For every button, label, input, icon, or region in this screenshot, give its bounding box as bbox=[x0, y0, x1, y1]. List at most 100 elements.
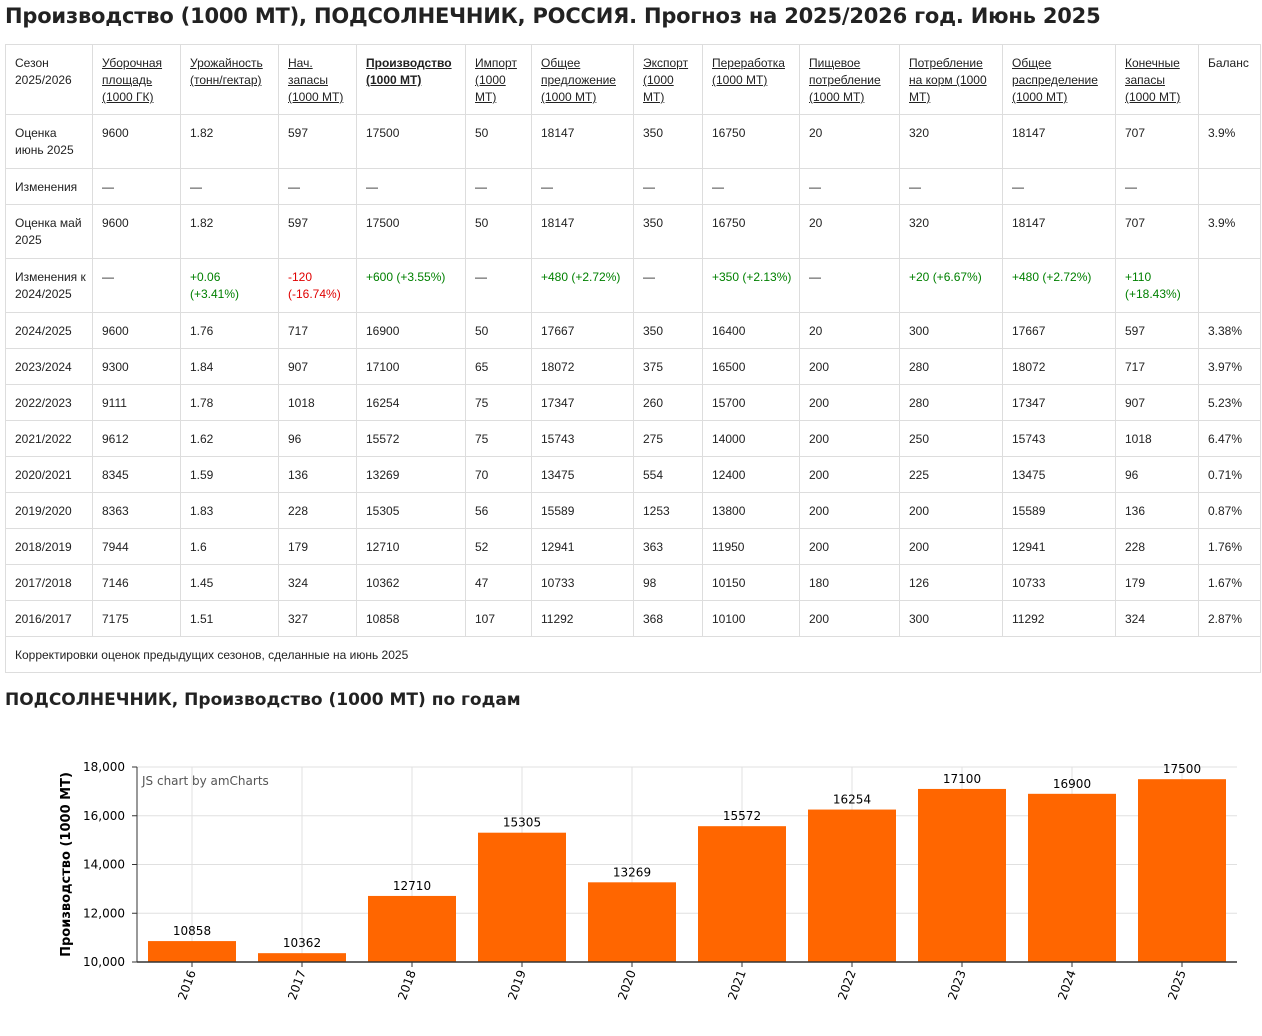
table-cell: 47 bbox=[465, 564, 532, 601]
table-cell: 10858 bbox=[356, 600, 466, 637]
table-cell: 17500 bbox=[356, 114, 466, 169]
sort-link-yield[interactable]: Урожайность (тонн/гектар) bbox=[190, 56, 263, 87]
table-cell: 375 bbox=[633, 348, 703, 385]
table-cell: 11292 bbox=[1002, 600, 1116, 637]
table-cell: 50 bbox=[465, 114, 532, 169]
table-cell: 12710 bbox=[356, 528, 466, 565]
table-cell: 1018 bbox=[1115, 420, 1199, 457]
table-row: 2024/2025 9600 1.76 717 16900 50 17667 350 16400… bbox=[5, 312, 1261, 349]
table-cell: 9600 bbox=[92, 204, 181, 259]
table-cell-season: 2022/2023 bbox=[5, 384, 93, 421]
bar-2022 bbox=[808, 809, 896, 962]
table-cell: 11292 bbox=[531, 600, 634, 637]
table-cell: 0.71% bbox=[1198, 456, 1261, 493]
table-cell: 10733 bbox=[1002, 564, 1116, 601]
table-cell: 200 bbox=[799, 348, 900, 385]
table-cell: 14000 bbox=[702, 420, 800, 457]
header-export: Экспорт (1000 МТ) bbox=[633, 44, 703, 115]
table-cell: — bbox=[899, 168, 1003, 205]
table-cell: — bbox=[92, 168, 181, 205]
table-cell: 18147 bbox=[1002, 114, 1116, 169]
table-row: Изменения к 2024/2025— +0.06 (+3.41%) -120… bbox=[5, 258, 1261, 313]
x-tick-label: 2018 bbox=[395, 968, 419, 1001]
table-row: 2022/2023 9111 1.78 1018 16254 75 17347 260 1570… bbox=[5, 384, 1261, 421]
table-cell: 17667 bbox=[1002, 312, 1116, 349]
table-cell: 17100 bbox=[356, 348, 466, 385]
table-cell: 16254 bbox=[356, 384, 466, 421]
table-cell: 200 bbox=[799, 600, 900, 637]
header-total-supply: Общее предложение (1000 МТ) bbox=[531, 44, 634, 115]
chart-credit-link[interactable]: JS chart by amCharts bbox=[141, 774, 269, 788]
bar-2021 bbox=[698, 826, 786, 962]
table-cell: 3.97% bbox=[1198, 348, 1261, 385]
bar-2017 bbox=[258, 953, 346, 962]
table-cell: 10100 bbox=[702, 600, 800, 637]
table-cell: 17667 bbox=[531, 312, 634, 349]
data-label: 13269 bbox=[613, 865, 651, 879]
table-cell: 12941 bbox=[1002, 528, 1116, 565]
table-cell: 70 bbox=[465, 456, 532, 493]
sort-link-feed-use[interactable]: Потребление на корм (1000 МТ) bbox=[909, 56, 987, 104]
sort-link-food-use[interactable]: Пищевое потребление (1000 МТ) bbox=[809, 56, 881, 104]
table-cell: +110 (+18.43%) bbox=[1115, 258, 1199, 313]
table-cell: 0.87% bbox=[1198, 492, 1261, 529]
table-cell: 280 bbox=[899, 348, 1003, 385]
sort-link-export[interactable]: Экспорт (1000 МТ) bbox=[643, 56, 689, 104]
table-cell: 16500 bbox=[702, 348, 800, 385]
sort-link-total-distribution[interactable]: Общее распределение (1000 МТ) bbox=[1012, 56, 1098, 104]
table-cell: 10733 bbox=[531, 564, 634, 601]
data-label: 15305 bbox=[503, 816, 541, 830]
table-cell: 368 bbox=[633, 600, 703, 637]
table-cell: 179 bbox=[278, 528, 357, 565]
table-cell: 327 bbox=[278, 600, 357, 637]
sort-link-crush[interactable]: Переработка (1000 МТ) bbox=[712, 56, 785, 87]
table-cell: 17500 bbox=[356, 204, 466, 259]
table-cell: 350 bbox=[633, 114, 703, 169]
table-cell bbox=[1198, 258, 1261, 313]
header-crush: Переработка (1000 МТ) bbox=[702, 44, 800, 115]
sort-link-import[interactable]: Импорт (1000 МТ) bbox=[475, 56, 517, 104]
sort-link-beginning-stocks[interactable]: Нач. запасы (1000 МТ) bbox=[288, 56, 344, 104]
table-cell: — bbox=[465, 258, 532, 313]
table-header-row: Сезон 2025/2026 Уборочная площадь (1000 … bbox=[5, 44, 1261, 115]
supply-demand-table: Сезон 2025/2026 Уборочная площадь (1000 … bbox=[5, 44, 1261, 673]
table-cell: 17347 bbox=[531, 384, 634, 421]
bar-2025 bbox=[1138, 779, 1226, 962]
sort-link-production[interactable]: Производство (1000 МТ) bbox=[366, 56, 452, 87]
chart-title: ПОДСОЛНЕЧНИК, Производство (1000 МТ) по … bbox=[5, 690, 521, 710]
table-cell: 320 bbox=[899, 114, 1003, 169]
table-cell: 12941 bbox=[531, 528, 634, 565]
table-cell: 707 bbox=[1115, 114, 1199, 169]
table-cell: 1.78 bbox=[180, 384, 279, 421]
table-cell: 324 bbox=[1115, 600, 1199, 637]
table-row: Изменения — — — — — — — — — — — — bbox=[5, 168, 1261, 205]
table-cell: 280 bbox=[899, 384, 1003, 421]
header-food-use: Пищевое потребление (1000 МТ) bbox=[799, 44, 900, 115]
table-cell-season: 2017/2018 bbox=[5, 564, 93, 601]
table-cell: 228 bbox=[1115, 528, 1199, 565]
table-footnote: Корректировки оценок предыдущих сезонов,… bbox=[5, 636, 1261, 673]
sort-link-ending-stocks[interactable]: Конечные запасы (1000 МТ) bbox=[1125, 56, 1181, 104]
table-cell: 1.82 bbox=[180, 114, 279, 169]
table-cell: 13800 bbox=[702, 492, 800, 529]
table-cell: 1.59 bbox=[180, 456, 279, 493]
table-cell: — bbox=[92, 258, 181, 313]
x-tick-label: 2020 bbox=[615, 968, 639, 1001]
table-cell: — bbox=[1115, 168, 1199, 205]
sort-link-total-supply[interactable]: Общее предложение (1000 МТ) bbox=[541, 56, 616, 104]
header-yield: Урожайность (тонн/гектар) bbox=[180, 44, 279, 115]
x-tick-label: 2021 bbox=[725, 968, 749, 1001]
sort-link-area[interactable]: Уборочная площадь (1000 ГК) bbox=[102, 56, 163, 104]
header-feed-use: Потребление на корм (1000 МТ) bbox=[899, 44, 1003, 115]
data-label: 16254 bbox=[833, 793, 871, 807]
table-cell: 96 bbox=[278, 420, 357, 457]
table-cell: 16900 bbox=[356, 312, 466, 349]
table-cell: 8345 bbox=[92, 456, 181, 493]
table-cell: — bbox=[465, 168, 532, 205]
y-tick-label: 12,000 bbox=[83, 906, 125, 920]
table-cell: — bbox=[799, 168, 900, 205]
header-beginning-stocks: Нач. запасы (1000 МТ) bbox=[278, 44, 357, 115]
table-cell: 136 bbox=[278, 456, 357, 493]
table-cell: 65 bbox=[465, 348, 532, 385]
table-cell: 1253 bbox=[633, 492, 703, 529]
